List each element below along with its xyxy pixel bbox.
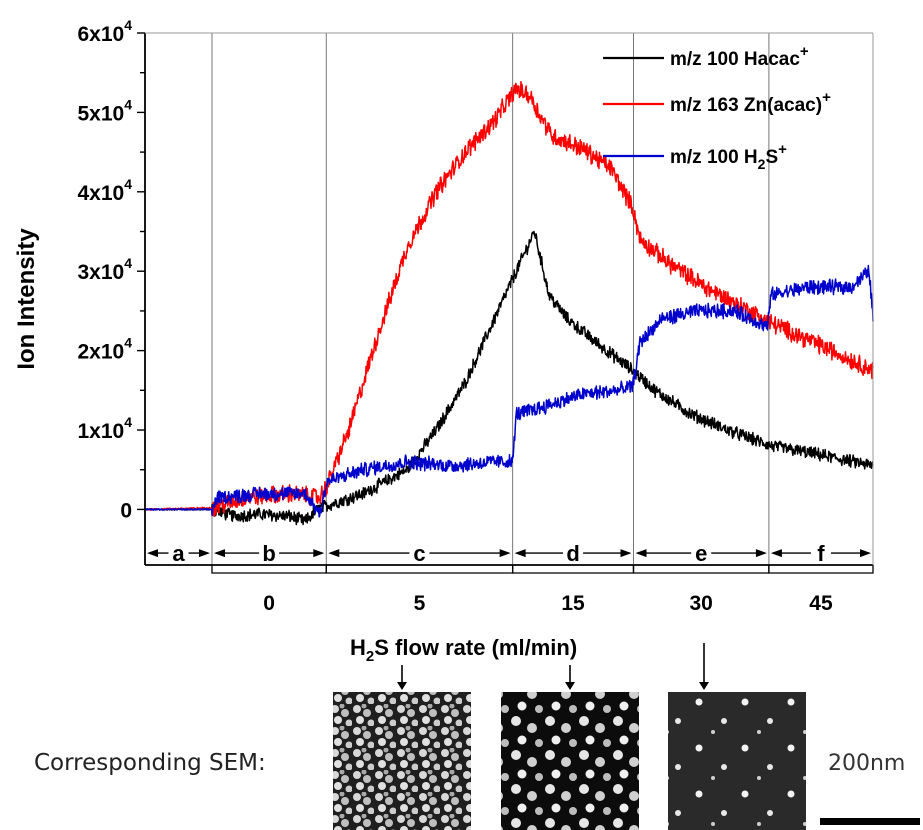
y-tick-label: 6x104: [77, 17, 132, 46]
flow-bracket-45: 45: [768, 565, 874, 615]
region-label-c: c: [413, 541, 425, 566]
flow-bracket-0: 0: [211, 565, 327, 615]
legend-entry-3: m/z 100 H2S+: [603, 141, 787, 172]
legend-label: m/z 100 H2S+: [670, 141, 787, 172]
legend: m/z 100 Hacac+ m/z 163 Zn(acac)+ m/z 100 H…: [603, 43, 831, 172]
sem-image-15: [501, 692, 639, 830]
sem-arrow-15: [565, 665, 575, 690]
flow-label-post: S flow rate (ml/min): [374, 635, 577, 660]
y-tick-label: 0: [120, 499, 132, 522]
region-arrow-f: f: [770, 541, 871, 566]
region-arrow-c: c: [328, 541, 511, 566]
sem-image-30: [668, 692, 806, 830]
region-arrow-d: d: [514, 541, 632, 566]
sem-arrow-5: [397, 665, 407, 690]
region-arrow-b: b: [213, 541, 325, 566]
flow-tick-0: 0: [263, 592, 275, 615]
flow-rate-label: H2S flow rate (ml/min): [350, 635, 577, 665]
flow-tick-15: 15: [561, 592, 585, 615]
flow-tick-5: 5: [414, 592, 426, 615]
legend-entry-2: m/z 163 Zn(acac)+: [603, 89, 831, 116]
legend-label: m/z 163 Zn(acac)+: [670, 89, 831, 116]
y-tick-label: 1x104: [77, 414, 132, 443]
flow-label-pre: H: [350, 635, 366, 660]
legend-entry-1: m/z 100 Hacac+: [603, 43, 809, 70]
flow-tick-30: 30: [690, 592, 713, 615]
series-line-2: [144, 80, 874, 518]
series-line-1: [144, 230, 874, 526]
region-label-e: e: [695, 541, 707, 566]
y-axis-title: Ion Intensity: [13, 228, 40, 370]
flow-bracket-5: 5: [325, 565, 514, 615]
legend-label: m/z 100 Hacac+: [670, 43, 809, 70]
flow-bracket-15: 15: [511, 565, 635, 615]
region-arrow-e: e: [635, 541, 767, 566]
sem-image-5: [333, 692, 471, 830]
region-label-f: f: [817, 541, 825, 566]
y-tick-label: 5x104: [77, 96, 132, 125]
series-line-3: [144, 264, 874, 518]
flow-bracket-30: 30: [632, 565, 770, 615]
sem-arrow-30: [699, 643, 709, 690]
sem-caption: Corresponding SEM:: [34, 750, 266, 776]
region-separators: a b c d e f: [147, 33, 871, 566]
flow-label-sub: 2: [366, 648, 374, 665]
region-arrow-a: a: [147, 541, 210, 566]
region-label-b: b: [262, 541, 275, 566]
region-label-d: d: [566, 541, 579, 566]
y-tick-label: 4x104: [77, 176, 132, 205]
series-lines: [144, 80, 874, 526]
flow-tick-45: 45: [809, 592, 833, 615]
axes: 0 5 15 30 45 0 1x104 2x104 3x104 4x104 5x104 6x104 I…: [13, 17, 874, 615]
region-label-a: a: [172, 541, 185, 566]
scale-bar-label: 200nm: [828, 751, 906, 776]
y-tick-label: 3x104: [77, 255, 132, 284]
y-tick-label: 2x104: [77, 335, 132, 364]
scale-bar: [820, 818, 920, 825]
